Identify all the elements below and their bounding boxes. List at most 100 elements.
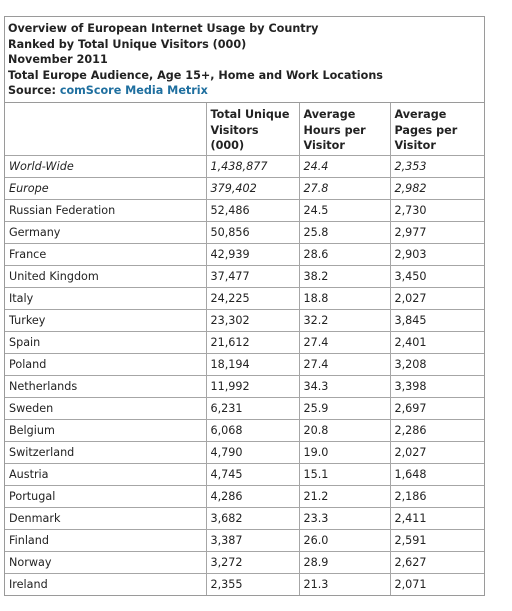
visitors-cell: 11,992 <box>205 374 300 398</box>
table-row: United Kingdom 37,477 38.2 3,450 <box>5 264 484 288</box>
hours-cell: 24.5 <box>298 198 391 222</box>
visitors-cell: 37,477 <box>205 264 300 288</box>
country-cell: World-Wide <box>5 154 207 178</box>
pages-cell: 2,286 <box>389 418 484 442</box>
pages-cell: 2,411 <box>389 506 484 530</box>
table-row: Sweden 6,231 25.9 2,697 <box>5 396 484 420</box>
pages-cell: 2,627 <box>389 550 484 574</box>
country-cell: Ireland <box>5 572 207 595</box>
hours-cell: 20.8 <box>298 418 391 442</box>
hours-cell: 28.9 <box>298 550 391 574</box>
visitors-cell: 18,194 <box>205 352 300 376</box>
table-row: Norway 3,272 28.9 2,627 <box>5 550 484 574</box>
hours-cell: 23.3 <box>298 506 391 530</box>
pages-cell: 2,697 <box>389 396 484 420</box>
caption-source: Source: comScore Media Metrix <box>8 83 480 99</box>
country-cell: Spain <box>5 330 207 354</box>
pages-cell: 3,450 <box>389 264 484 288</box>
country-cell: Norway <box>5 550 207 574</box>
country-cell: Turkey <box>5 308 207 332</box>
hours-cell: 25.8 <box>298 220 391 244</box>
pages-cell: 2,730 <box>389 198 484 222</box>
country-cell: Portugal <box>5 484 207 508</box>
visitors-cell: 6,068 <box>205 418 300 442</box>
pages-cell: 1,648 <box>389 462 484 486</box>
table-body: World-Wide 1,438,877 24.4 2,353 Europe 379,40… <box>5 154 484 595</box>
table-row: Spain 21,612 27.4 2,401 <box>5 330 484 354</box>
pages-cell: 3,845 <box>389 308 484 332</box>
table-row: Turkey 23,302 32.2 3,845 <box>5 308 484 332</box>
column-header-pages: Average Pages per Visitor <box>389 103 484 156</box>
table-row: World-Wide 1,438,877 24.4 2,353 <box>5 154 484 178</box>
country-cell: Russian Federation <box>5 198 207 222</box>
hours-cell: 32.2 <box>298 308 391 332</box>
visitors-cell: 23,302 <box>205 308 300 332</box>
hours-cell: 15.1 <box>298 462 391 486</box>
hours-cell: 21.2 <box>298 484 391 508</box>
table-row: Belgium 6,068 20.8 2,286 <box>5 418 484 442</box>
visitors-cell: 6,231 <box>205 396 300 420</box>
hours-cell: 24.4 <box>298 154 391 178</box>
visitors-cell: 379,402 <box>205 176 300 200</box>
visitors-cell: 52,486 <box>205 198 300 222</box>
visitors-cell: 3,387 <box>205 528 300 552</box>
table-row: Russian Federation 52,486 24.5 2,730 <box>5 198 484 222</box>
header-row: Total Unique Visitors (000) Average Hour… <box>5 103 484 156</box>
table-row: Poland 18,194 27.4 3,208 <box>5 352 484 376</box>
column-header-hours: Average Hours per Visitor <box>298 103 391 156</box>
hours-cell: 28.6 <box>298 242 391 266</box>
table-row: Germany 50,856 25.8 2,977 <box>5 220 484 244</box>
caption-date: November 2011 <box>8 53 108 67</box>
caption-ranking: Ranked by Total Unique Visitors (000) <box>8 37 247 51</box>
hours-cell: 18.8 <box>298 286 391 310</box>
table-row: Netherlands 11,992 34.3 3,398 <box>5 374 484 398</box>
pages-cell: 2,071 <box>389 572 484 595</box>
hours-cell: 27.4 <box>298 330 391 354</box>
hours-cell: 27.8 <box>298 176 391 200</box>
visitors-cell: 3,682 <box>205 506 300 530</box>
visitors-cell: 4,745 <box>205 462 300 486</box>
source-link[interactable]: comScore Media Metrix <box>59 84 208 98</box>
pages-cell: 2,977 <box>389 220 484 244</box>
hours-cell: 34.3 <box>298 374 391 398</box>
source-label: Source: <box>8 84 56 98</box>
visitors-cell: 4,286 <box>205 484 300 508</box>
visitors-cell: 1,438,877 <box>205 154 300 178</box>
table-row: Austria 4,745 15.1 1,648 <box>5 462 484 486</box>
pages-cell: 2,982 <box>389 176 484 200</box>
visitors-cell: 24,225 <box>205 286 300 310</box>
table-row: Denmark 3,682 23.3 2,411 <box>5 506 484 530</box>
visitors-cell: 3,272 <box>205 550 300 574</box>
pages-cell: 2,186 <box>389 484 484 508</box>
caption-audience: Total Europe Audience, Age 15+, Home and… <box>8 68 383 82</box>
table-row: Portugal 4,286 21.2 2,186 <box>5 484 484 508</box>
visitors-cell: 2,355 <box>205 572 300 595</box>
country-cell: Sweden <box>5 396 207 420</box>
table-row: Ireland 2,355 21.3 2,071 <box>5 572 484 595</box>
country-cell: France <box>5 242 207 266</box>
country-cell: United Kingdom <box>5 264 207 288</box>
country-cell: Switzerland <box>5 440 207 464</box>
pages-cell: 3,208 <box>389 352 484 376</box>
pages-cell: 2,353 <box>389 154 484 178</box>
hours-cell: 38.2 <box>298 264 391 288</box>
hours-cell: 27.4 <box>298 352 391 376</box>
pages-cell: 2,401 <box>389 330 484 354</box>
country-cell: Netherlands <box>5 374 207 398</box>
usage-table: Total Unique Visitors (000) Average Hour… <box>5 103 484 595</box>
hours-cell: 26.0 <box>298 528 391 552</box>
pages-cell: 2,903 <box>389 242 484 266</box>
hours-cell: 21.3 <box>298 572 391 595</box>
visitors-cell: 42,939 <box>205 242 300 266</box>
table-row: France 42,939 28.6 2,903 <box>5 242 484 266</box>
country-cell: Denmark <box>5 506 207 530</box>
pages-cell: 2,027 <box>389 286 484 310</box>
visitors-cell: 4,790 <box>205 440 300 464</box>
country-cell: Europe <box>5 176 207 200</box>
country-cell: Finland <box>5 528 207 552</box>
hours-cell: 19.0 <box>298 440 391 464</box>
table-row: Italy 24,225 18.8 2,027 <box>5 286 484 310</box>
country-cell: Italy <box>5 286 207 310</box>
visitors-cell: 21,612 <box>205 330 300 354</box>
country-cell: Austria <box>5 462 207 486</box>
